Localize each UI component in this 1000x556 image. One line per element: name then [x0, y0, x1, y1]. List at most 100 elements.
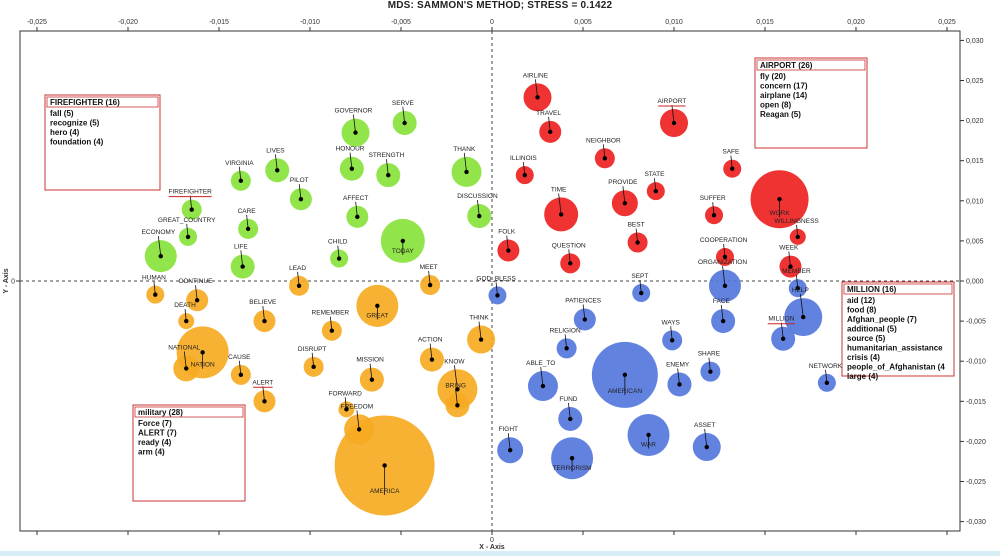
- point-dot: [238, 372, 244, 378]
- leader-line: [564, 334, 568, 349]
- point-dot: [777, 196, 782, 202]
- leader-line: [353, 114, 356, 133]
- point-label-governor: GOVERNOR: [334, 108, 372, 115]
- y-tick-label: -0,010: [966, 359, 986, 366]
- leader-line: [297, 271, 300, 286]
- legend-header: FIREFIGHTER (16): [50, 98, 120, 107]
- y-tick-label: -0,025: [966, 479, 986, 486]
- point-label-life: LIFE: [234, 244, 248, 251]
- point-label-face: FACE: [713, 298, 731, 305]
- leader-line: [720, 305, 724, 322]
- x-tick-label: -0,015: [209, 19, 229, 26]
- point-label-safe: SAFE: [722, 149, 740, 156]
- point-dot: [464, 169, 469, 175]
- leader-line: [507, 433, 511, 451]
- leader-line: [329, 316, 333, 331]
- leader-line: [455, 389, 458, 406]
- leader-line: [262, 386, 265, 402]
- point-label-sept: SEPT: [631, 273, 648, 280]
- legend-item: Force (7): [138, 419, 172, 428]
- point-dot: [669, 338, 675, 343]
- chart-title: MDS: SAMMON'S METHOD; STRESS = 0.1422: [387, 0, 613, 11]
- point-dot: [495, 293, 500, 298]
- leader-line: [548, 116, 551, 132]
- leader-line: [540, 367, 544, 387]
- point-dot: [564, 346, 569, 351]
- point-label-think: THINK: [469, 315, 489, 322]
- point-label-time: TIME: [551, 186, 567, 193]
- point-label-organization: ORGANIZATION: [698, 259, 747, 266]
- point-dot: [382, 463, 387, 468]
- legend-item: source (5): [847, 334, 886, 343]
- point-label-continue: CONTINUE: [179, 278, 214, 285]
- point-label-illinois: ILLINOIS: [510, 155, 537, 162]
- point-label-care: CARE: [238, 208, 257, 215]
- y-tick-label: 0,005: [966, 238, 984, 245]
- legend-header-frame: [46, 96, 159, 108]
- x-tick-label-bottom: 0: [490, 537, 494, 544]
- point-label-god-bless: GOD_BLESS: [476, 275, 516, 282]
- point-dot: [711, 213, 717, 218]
- point-dot: [622, 201, 628, 206]
- point-dot: [184, 318, 189, 324]
- point-dot: [369, 377, 375, 382]
- legend-header: AIRPORT (26): [760, 61, 813, 70]
- legend-item: airplane (14): [760, 91, 807, 100]
- point-label-virginia: VIRGINIA: [225, 160, 254, 167]
- point-label-mission: MISSION: [356, 357, 384, 364]
- point-label-economy: ECONOMY: [142, 229, 176, 236]
- leader-line: [635, 228, 638, 243]
- point-dot: [477, 213, 482, 219]
- point-label-discussion: DISCUSSION: [457, 193, 498, 200]
- point-label-airline: AIRLINE: [523, 72, 549, 79]
- point-dot: [508, 448, 513, 453]
- legend-item: ready (4): [138, 438, 172, 447]
- point-dot: [356, 427, 362, 432]
- point-label-patiences: PATIENCES: [565, 297, 602, 304]
- point-dot: [355, 214, 360, 220]
- y-tick-label: 0,025: [966, 78, 984, 85]
- legend-header: MILLION (16): [847, 285, 897, 294]
- legend-item: fall (5): [50, 109, 74, 118]
- point-label-help: HELP: [792, 287, 809, 294]
- y-axis-label: Y - Axis: [3, 268, 10, 293]
- point-dot: [704, 444, 709, 450]
- point-dot: [353, 130, 358, 135]
- leader-line: [262, 306, 265, 322]
- point-dot: [349, 166, 355, 171]
- point-dot: [824, 380, 830, 386]
- point-dot: [522, 172, 527, 178]
- x-tick-label: 0: [490, 19, 494, 26]
- leader-line: [781, 322, 784, 339]
- leader-line: [183, 351, 187, 369]
- point-label-lead: LEAD: [289, 265, 306, 272]
- point-label-child: CHILD: [328, 239, 348, 246]
- point-dot: [540, 383, 546, 389]
- point-label-willingness: WILLINGNESS: [774, 218, 819, 225]
- point-dot: [184, 366, 189, 371]
- point-dot: [336, 256, 342, 261]
- y-tick-label: 0,010: [966, 198, 984, 205]
- point-dot: [568, 416, 573, 422]
- point-label-fund: FUND: [559, 396, 577, 403]
- leader-line: [568, 249, 571, 264]
- leader-line: [788, 251, 791, 267]
- legend-box-firefighter: [44, 94, 161, 191]
- legend-box-million: [841, 281, 955, 377]
- legend-item: concern (17): [760, 82, 808, 91]
- point-dot: [622, 372, 628, 378]
- leader-line: [275, 154, 278, 171]
- point-dot: [262, 399, 267, 404]
- point-label-affect: AFFECT: [343, 195, 368, 202]
- point-dot: [240, 264, 245, 269]
- leader-line: [349, 152, 353, 169]
- point-dot: [801, 314, 806, 320]
- leader-line: [238, 166, 242, 181]
- point-dot: [429, 357, 435, 362]
- point-dot: [548, 129, 553, 135]
- point-dot: [795, 234, 800, 240]
- leader-line: [428, 270, 431, 286]
- leader-line: [722, 265, 726, 286]
- y-tick-label: 0,015: [966, 158, 984, 165]
